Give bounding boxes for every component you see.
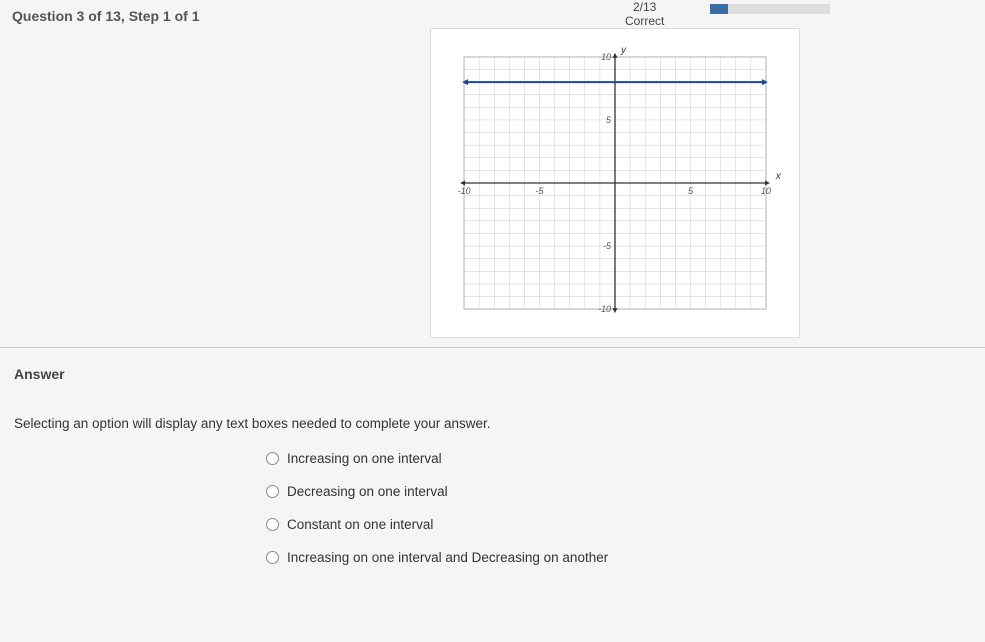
score-fraction: 2/13	[625, 0, 664, 14]
radio-icon[interactable]	[266, 485, 279, 498]
svg-text:-10: -10	[458, 186, 471, 196]
question-label: Question 3 of 13, Step 1 of 1	[12, 8, 199, 24]
score-box: 2/13 Correct	[625, 0, 664, 29]
svg-text:5: 5	[606, 115, 611, 125]
option-label: Increasing on one interval and Decreasin…	[287, 550, 608, 565]
svg-text:-10: -10	[598, 304, 611, 314]
svg-text:10: 10	[761, 186, 771, 196]
coordinate-graph: -10 -5 5 10 -10 -5 5 10 x y	[441, 39, 789, 327]
svg-text:5: 5	[688, 186, 693, 196]
option-row[interactable]: Constant on one interval	[266, 517, 971, 532]
option-row[interactable]: Decreasing on one interval	[266, 484, 971, 499]
option-label: Constant on one interval	[287, 517, 433, 532]
header-row: Question 3 of 13, Step 1 of 1 2/13 Corre…	[0, 0, 985, 28]
graph-section: -10 -5 5 10 -10 -5 5 10 x y	[0, 28, 985, 348]
option-row[interactable]: Increasing on one interval and Decreasin…	[266, 550, 971, 565]
answer-section: Answer Selecting an option will display …	[0, 348, 985, 601]
radio-icon[interactable]	[266, 452, 279, 465]
option-label: Decreasing on one interval	[287, 484, 448, 499]
svg-text:y: y	[620, 45, 627, 56]
page-container: Question 3 of 13, Step 1 of 1 2/13 Corre…	[0, 0, 985, 642]
score-status: Correct	[625, 14, 664, 28]
svg-text:x: x	[775, 171, 782, 182]
svg-text:-5: -5	[603, 241, 611, 251]
svg-text:-5: -5	[536, 186, 544, 196]
progress-fill	[710, 4, 728, 14]
option-row[interactable]: Increasing on one interval	[266, 451, 971, 466]
answer-heading: Answer	[14, 366, 971, 382]
option-label: Increasing on one interval	[287, 451, 442, 466]
radio-icon[interactable]	[266, 551, 279, 564]
graph-frame: -10 -5 5 10 -10 -5 5 10 x y	[430, 28, 800, 338]
radio-icon[interactable]	[266, 518, 279, 531]
progress-bar	[710, 4, 830, 14]
options-container: Increasing on one interval Decreasing on …	[266, 451, 971, 565]
svg-text:10: 10	[601, 52, 611, 62]
answer-hint: Selecting an option will display any tex…	[14, 416, 971, 431]
